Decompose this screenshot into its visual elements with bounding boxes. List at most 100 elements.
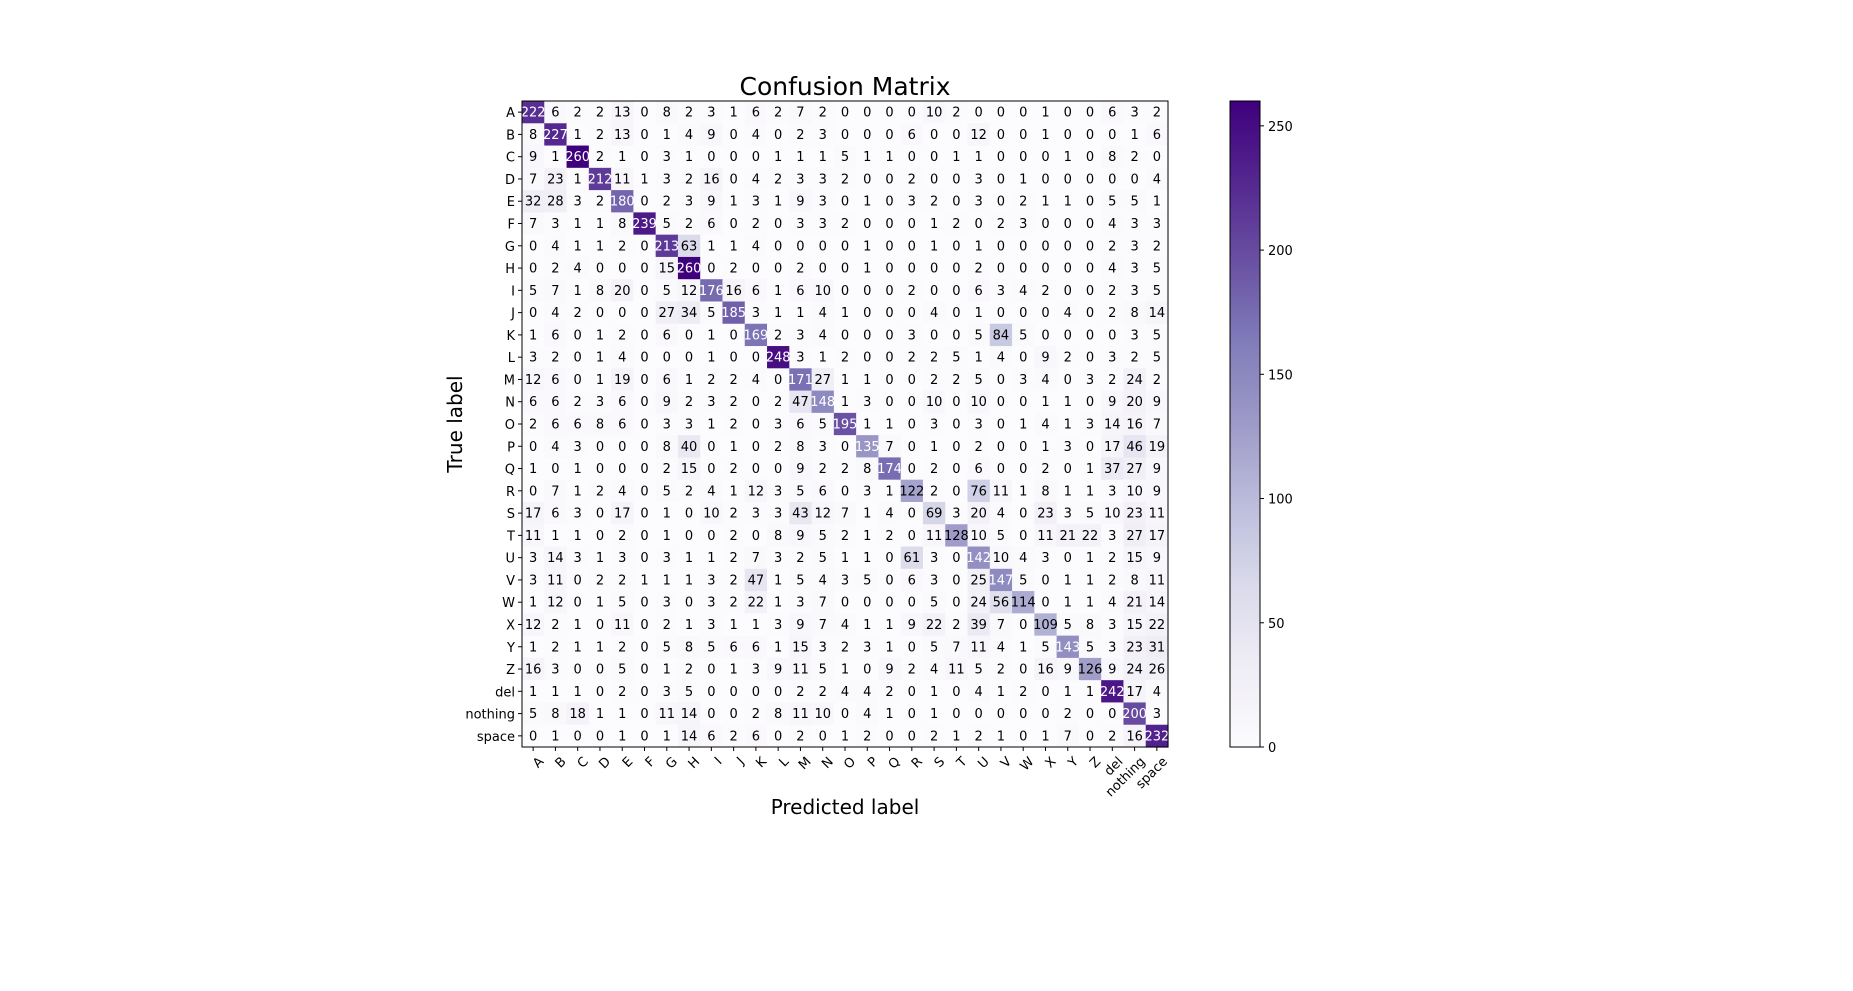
cell-value-label: 14 [1149,306,1166,321]
heatmap-cell [655,346,679,369]
cell-value-label: 0 [1064,262,1072,277]
heatmap-cell [744,212,768,236]
cell-value-label: 76 [970,484,987,499]
y-tick-label: Z [506,663,515,678]
cell-value-label: 1 [1086,596,1094,611]
heatmap-cell [833,635,857,659]
cell-value-label: 1 [663,573,671,588]
cell-value-label: 242 [1100,685,1125,700]
cell-value-label: 0 [885,596,893,611]
cell-value-label: 27 [814,373,831,388]
heatmap-cell [967,145,991,169]
cell-value-label: 3 [774,618,782,633]
cell-value-label: 1 [685,373,693,388]
cell-value-label: 8 [1130,573,1138,588]
cell-value-label: 9 [707,195,715,210]
cell-value-label: 0 [707,462,715,477]
heatmap-cell [922,123,946,147]
cell-value-label: 0 [952,128,960,143]
cell-value-label: 1 [1019,484,1027,499]
cell-value-label: 147 [989,573,1014,588]
heatmap-cell [989,301,1013,325]
heatmap-cell [900,234,924,258]
heatmap-cell [611,591,634,614]
cell-value-label: 2 [952,217,960,232]
cell-value-label: 3 [752,195,760,210]
cell-value-label: 1 [574,462,582,477]
heatmap-cell [588,123,612,147]
heatmap-cell [1034,724,1058,748]
cell-value-label: 0 [841,440,849,455]
heatmap-cell [1101,301,1125,325]
heatmap-cell [1145,346,1169,369]
heatmap-cell [767,145,790,169]
cell-value-label: 2 [685,484,693,499]
cell-value-label: 195 [833,418,858,433]
cell-value-label: 3 [1130,217,1138,232]
cell-value-label: 2 [529,418,537,433]
y-tick-label: P [507,440,515,455]
cell-value-label: 6 [663,328,671,343]
heatmap-cell [1145,323,1169,347]
heatmap-cell [945,390,969,414]
cell-value-label: 1 [796,150,804,165]
heatmap-cell [700,390,724,414]
heatmap-cell [522,613,545,637]
cell-value-label: 7 [885,440,893,455]
cell-value-label: 0 [1041,596,1049,611]
heatmap-cell [811,301,835,325]
heatmap-cell [700,435,724,459]
heatmap-cell [811,145,835,169]
cell-value-label: 0 [707,663,715,678]
cell-value-label: 1 [574,529,582,544]
cell-value-label: 0 [574,663,582,678]
heatmap-cell [789,546,813,570]
cell-value-label: 11 [926,529,943,544]
cell-value-label: 0 [1019,128,1027,143]
cell-value-label: 2 [596,150,604,165]
cell-value-label: 0 [952,440,960,455]
heatmap-cell [588,346,612,369]
cell-value-label: 0 [596,306,604,321]
heatmap-cell [1056,390,1080,414]
y-tick-label: G [505,240,515,255]
heatmap-cell [588,190,612,213]
heatmap-cell [900,546,924,570]
cell-value-label: 6 [975,284,983,299]
colorbar-tick-label: 150 [1268,368,1293,383]
cell-value-label: 0 [908,596,916,611]
cell-value-label: 3 [796,172,804,187]
cell-value-label: 3 [574,551,582,566]
cell-value-label: 0 [1041,306,1049,321]
heatmap-cell [945,145,969,169]
cell-value-label: 3 [975,418,983,433]
heatmap-cell [989,190,1013,213]
cell-value-label: 19 [614,373,631,388]
cell-value-label: 4 [1019,551,1027,566]
heatmap-cell [544,435,568,459]
heatmap-cell [789,680,813,704]
heatmap-cell [989,635,1013,659]
heatmap-cell [856,234,880,258]
heatmap-cell [588,212,612,236]
cell-value-label: 0 [1019,462,1027,477]
heatmap-cell [878,501,902,525]
cell-value-label: 2 [618,529,626,544]
heatmap-cell [811,346,835,369]
heatmap-cell [922,279,946,303]
cell-value-label: 3 [1019,373,1027,388]
heatmap-cell [989,234,1013,258]
cell-value-label: 1 [1041,440,1049,455]
cell-value-label: 0 [885,262,893,277]
cell-value-label: 2 [1108,284,1116,299]
heatmap-cell [1145,101,1169,124]
heatmap-cell [789,101,813,124]
heatmap-cell [1123,524,1147,548]
heatmap-cell [1034,591,1058,614]
cell-value-label: 16 [703,172,720,187]
cell-value-label: 4 [574,262,582,277]
cell-value-label: 10 [993,551,1010,566]
cell-value-label: 2 [752,707,760,722]
cell-value-label: 2 [1153,373,1161,388]
